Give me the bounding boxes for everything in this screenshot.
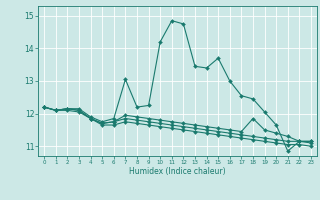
X-axis label: Humidex (Indice chaleur): Humidex (Indice chaleur) (129, 167, 226, 176)
